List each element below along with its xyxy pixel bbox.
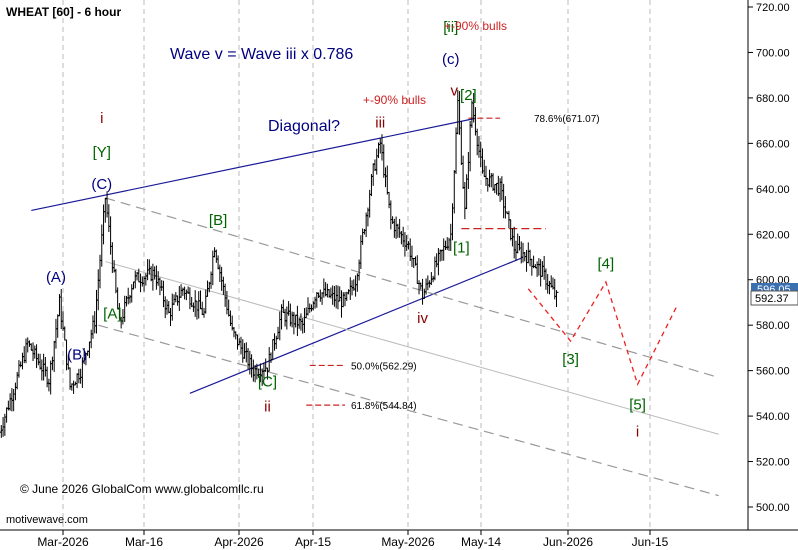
wave-label: i bbox=[636, 424, 639, 441]
fib-level-label: 78.6%(671.07) bbox=[534, 114, 600, 125]
diagonal-note: Diagonal? bbox=[268, 118, 340, 135]
x-tick-label: Jun-15 bbox=[632, 535, 669, 549]
fib-level-label: 50.0%(562.29) bbox=[351, 361, 417, 372]
x-tick-label: May-2026 bbox=[381, 535, 435, 549]
grid-lines bbox=[62, 0, 651, 530]
y-axis-ticks: 720.00700.00680.00660.00640.00620.00600.… bbox=[748, 2, 790, 514]
x-tick-label: Mar-16 bbox=[125, 535, 163, 549]
x-axis-ticks: Mar-2026 Mar-16 Apr-2026 Apr-15 May-2026 May-… bbox=[37, 530, 669, 549]
price-tags: 596.05 592.37 bbox=[750, 283, 798, 306]
chart-title: WHEAT [60] - 6 hour bbox=[6, 5, 121, 19]
wave-label: (C) bbox=[91, 176, 112, 193]
projected-wave-path bbox=[527, 280, 677, 387]
headline-note: Wave v = Wave iii x 0.786 bbox=[170, 46, 353, 63]
annotations: 78.6%(671.07) 50.0%(562.29) 61.8%(544.84) (… bbox=[46, 19, 646, 441]
wave-label: [5] bbox=[629, 396, 646, 413]
wave-label: (A) bbox=[46, 269, 66, 286]
wave-label: i bbox=[100, 110, 103, 127]
y-tick-label: 620.00 bbox=[756, 229, 790, 241]
fib-level-label: 61.8%(544.84) bbox=[351, 401, 417, 412]
wave-label: [3] bbox=[562, 351, 579, 368]
y-tick-label: 540.00 bbox=[756, 411, 790, 423]
x-tick-label: Mar-2026 bbox=[37, 535, 89, 549]
y-tick-label: 700.00 bbox=[756, 47, 790, 59]
channel-lower-line bbox=[98, 324, 719, 497]
y-tick-label: 720.00 bbox=[756, 2, 790, 14]
wave-label: [2] bbox=[460, 87, 477, 104]
axes bbox=[0, 0, 798, 531]
wave-label: (B) bbox=[67, 346, 87, 363]
y-tick-label: 680.00 bbox=[756, 93, 790, 105]
wave-label: [Y] bbox=[93, 144, 111, 161]
wave-label: v bbox=[451, 83, 459, 100]
wave-label: [4] bbox=[598, 255, 615, 272]
y-tick-label: 520.00 bbox=[756, 457, 790, 469]
bull-note-iii: +-90% bulls bbox=[363, 93, 426, 107]
y-tick-label: 660.00 bbox=[756, 138, 790, 150]
wave-label: [B] bbox=[209, 212, 227, 229]
x-tick-label: May-14 bbox=[461, 535, 501, 549]
diagonal-lower-line bbox=[189, 257, 522, 394]
current-price-label: 592.37 bbox=[755, 293, 789, 305]
wave-label: [ii] bbox=[443, 19, 458, 36]
wave-label: [C] bbox=[258, 374, 277, 391]
y-tick-label: 500.00 bbox=[756, 502, 790, 514]
x-tick-label: Apr-2026 bbox=[214, 535, 264, 549]
x-tick-label: Jun-2026 bbox=[543, 535, 593, 549]
y-tick-label: 560.00 bbox=[756, 366, 790, 378]
watermark: motivewave.com bbox=[6, 514, 88, 526]
wave-label: iii bbox=[375, 114, 385, 131]
trend-channels bbox=[31, 117, 719, 497]
x-tick-label: Apr-15 bbox=[295, 535, 331, 549]
price-bars bbox=[0, 89, 559, 438]
wave-label: (c) bbox=[442, 51, 460, 68]
diagonal-upper-line bbox=[31, 117, 476, 211]
wave-label: [A] bbox=[103, 305, 121, 322]
y-tick-label: 640.00 bbox=[756, 184, 790, 196]
current-price-tag bbox=[750, 290, 798, 306]
y-tick-label: 580.00 bbox=[756, 320, 790, 332]
wave-label: iv bbox=[417, 310, 428, 327]
wave-label: ii bbox=[264, 399, 271, 416]
bull-note-v: +-90% bulls bbox=[444, 19, 507, 33]
channel-upper-line bbox=[105, 197, 719, 379]
copyright-notice: © June 2026 GlobalCom www.globalcomllc.r… bbox=[20, 482, 264, 496]
wave-label: [1] bbox=[453, 239, 470, 256]
